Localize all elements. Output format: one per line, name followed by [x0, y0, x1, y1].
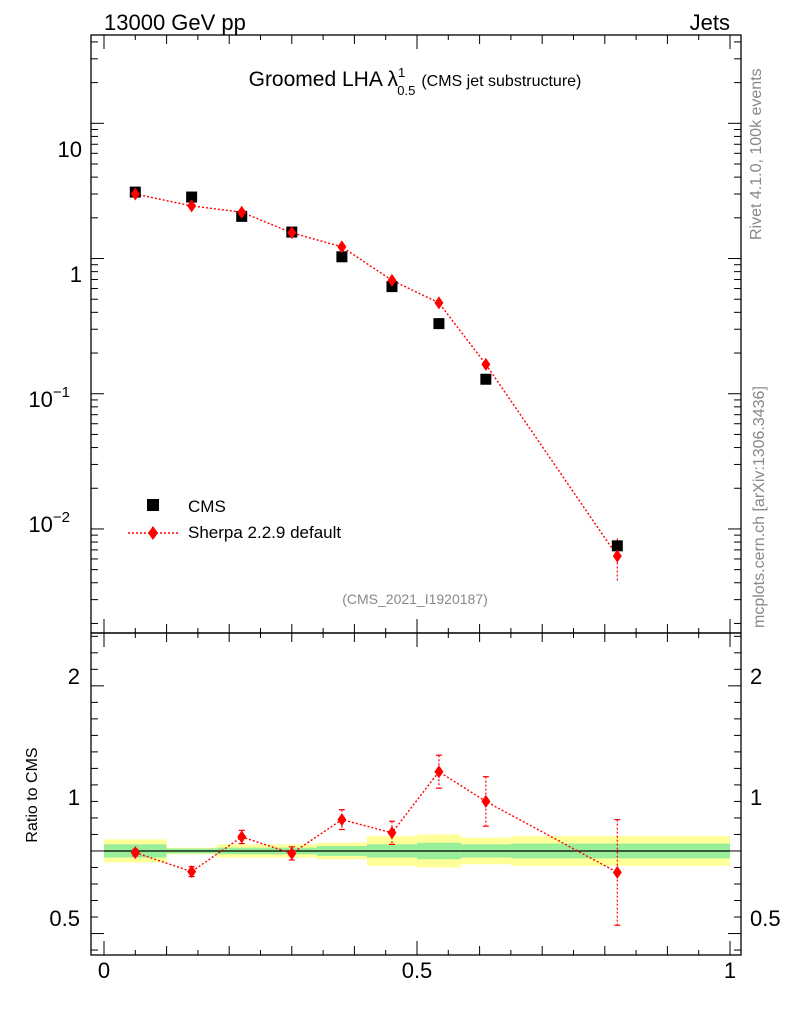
header-left: 13000 GeV pp [104, 10, 246, 35]
cms-point-7 [480, 373, 492, 385]
ratio-ytick-left-0.5: 0.5 [49, 906, 80, 931]
legend-cms-label: CMS [188, 497, 226, 516]
ratio-ytick-left-2: 2 [68, 664, 80, 689]
sherpa-point-3 [287, 226, 297, 240]
legend: CMS Sherpa 2.2.9 default [128, 497, 341, 542]
sherpa-ratio-point-8 [612, 865, 622, 879]
cms-point-4 [336, 251, 348, 263]
main-frame [90, 34, 742, 634]
ytick-main-0.01: 10−2 [28, 509, 70, 537]
sherpa-point-0 [130, 187, 140, 201]
xtick-0: 0 [98, 958, 110, 983]
sherpa-ratio-point-4 [337, 813, 347, 827]
sherpa-point-6 [434, 296, 444, 310]
chart-marks [129, 186, 623, 879]
ratio-bands [104, 834, 730, 868]
axis-ticks [91, 35, 741, 955]
legend-sherpa-label: Sherpa 2.2.9 default [188, 523, 341, 542]
sherpa-ratio-point-3 [287, 846, 297, 860]
ratio-ytick-right-0.5: 0.5 [750, 906, 781, 931]
sherpa-point-4 [337, 240, 347, 254]
error-bars [132, 193, 621, 926]
sherpa-point-8 [612, 549, 622, 563]
sherpa-ratio-point-0 [130, 846, 140, 860]
legend-cms-marker [147, 499, 159, 511]
xtick-0.5: 0.5 [402, 958, 433, 983]
sherpa-point-2 [237, 205, 247, 219]
rivet-label: Rivet 4.1.0, 100k events [748, 68, 765, 240]
cms-point-1 [186, 191, 198, 203]
ratio-ytick-right-1: 1 [750, 785, 762, 810]
ytick-main-1: 1 [70, 262, 82, 287]
ratio-ytick-left-1: 1 [68, 785, 80, 810]
mcplots-label: mcplots.cern.ch [arXiv:1306.3436] [751, 386, 768, 628]
header-right: Jets [690, 10, 730, 35]
xtick-1: 1 [724, 958, 736, 983]
ratio-ylabel: Ratio to CMS [24, 747, 41, 842]
sherpa-point-7 [481, 357, 491, 371]
ytick-main-10: 10 [58, 137, 82, 162]
sherpa-ratio-point-5 [387, 826, 397, 840]
ratio-ytick-right-2: 2 [750, 664, 762, 689]
sherpa-ratio-point-2 [237, 830, 247, 844]
cms-point-6 [433, 318, 445, 330]
legend-sherpa-marker [148, 526, 158, 540]
analysis-id: (CMS_2021_I1920187) [342, 591, 488, 607]
cms-point-8 [611, 540, 623, 552]
sherpa-ratio-point-7 [481, 794, 491, 808]
sherpa-point-1 [187, 199, 197, 213]
ytick-main-0.1: 10−1 [28, 384, 70, 412]
sherpa-point-5 [387, 273, 397, 287]
ratio-frame [90, 632, 742, 956]
sherpa-ratio-point-6 [434, 765, 444, 779]
sherpa-ratio-point-1 [187, 865, 197, 879]
plot-title: Groomed LHA λ1 0.5(CMS jet substructure) [249, 65, 582, 98]
